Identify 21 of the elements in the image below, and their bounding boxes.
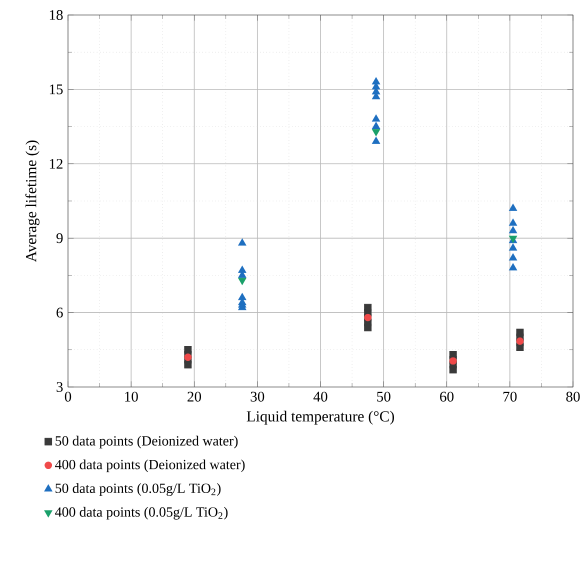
y-tick-label: 6 [56,308,63,318]
x-tick-label: 70 [504,392,517,402]
legend-label: 50 data points (0.05g/L TiO$_{2}$) [56,483,221,496]
x-axis-title: Liquid temperature (°C) [246,410,394,425]
y-tick-label: 9 [56,233,63,244]
y-tick-label: 15 [50,84,63,94]
y-tick-label: 12 [50,158,62,169]
x-tick-label: 20 [188,392,202,402]
x-tick-label: 60 [440,392,454,402]
y-tick-label: 3 [56,382,63,392]
x-tick-label: 80 [566,392,580,402]
y-axis-title: Average lifetime (s) [25,140,40,262]
x-tick-label: 40 [313,392,328,402]
x-tick-label: 0 [64,392,72,402]
x-tick-label: 50 [377,392,390,402]
legend-label: 400 data points (Deionized water) [55,459,245,472]
legend-label: 400 data points (0.05g/L TiO$_{2}$) [55,506,228,520]
legend-label: 50 data points (Deionized water) [56,436,238,448]
x-tick-label: 10 [125,392,138,402]
x-tick-label: 30 [250,392,264,402]
y-tick-label: 18 [50,10,63,20]
